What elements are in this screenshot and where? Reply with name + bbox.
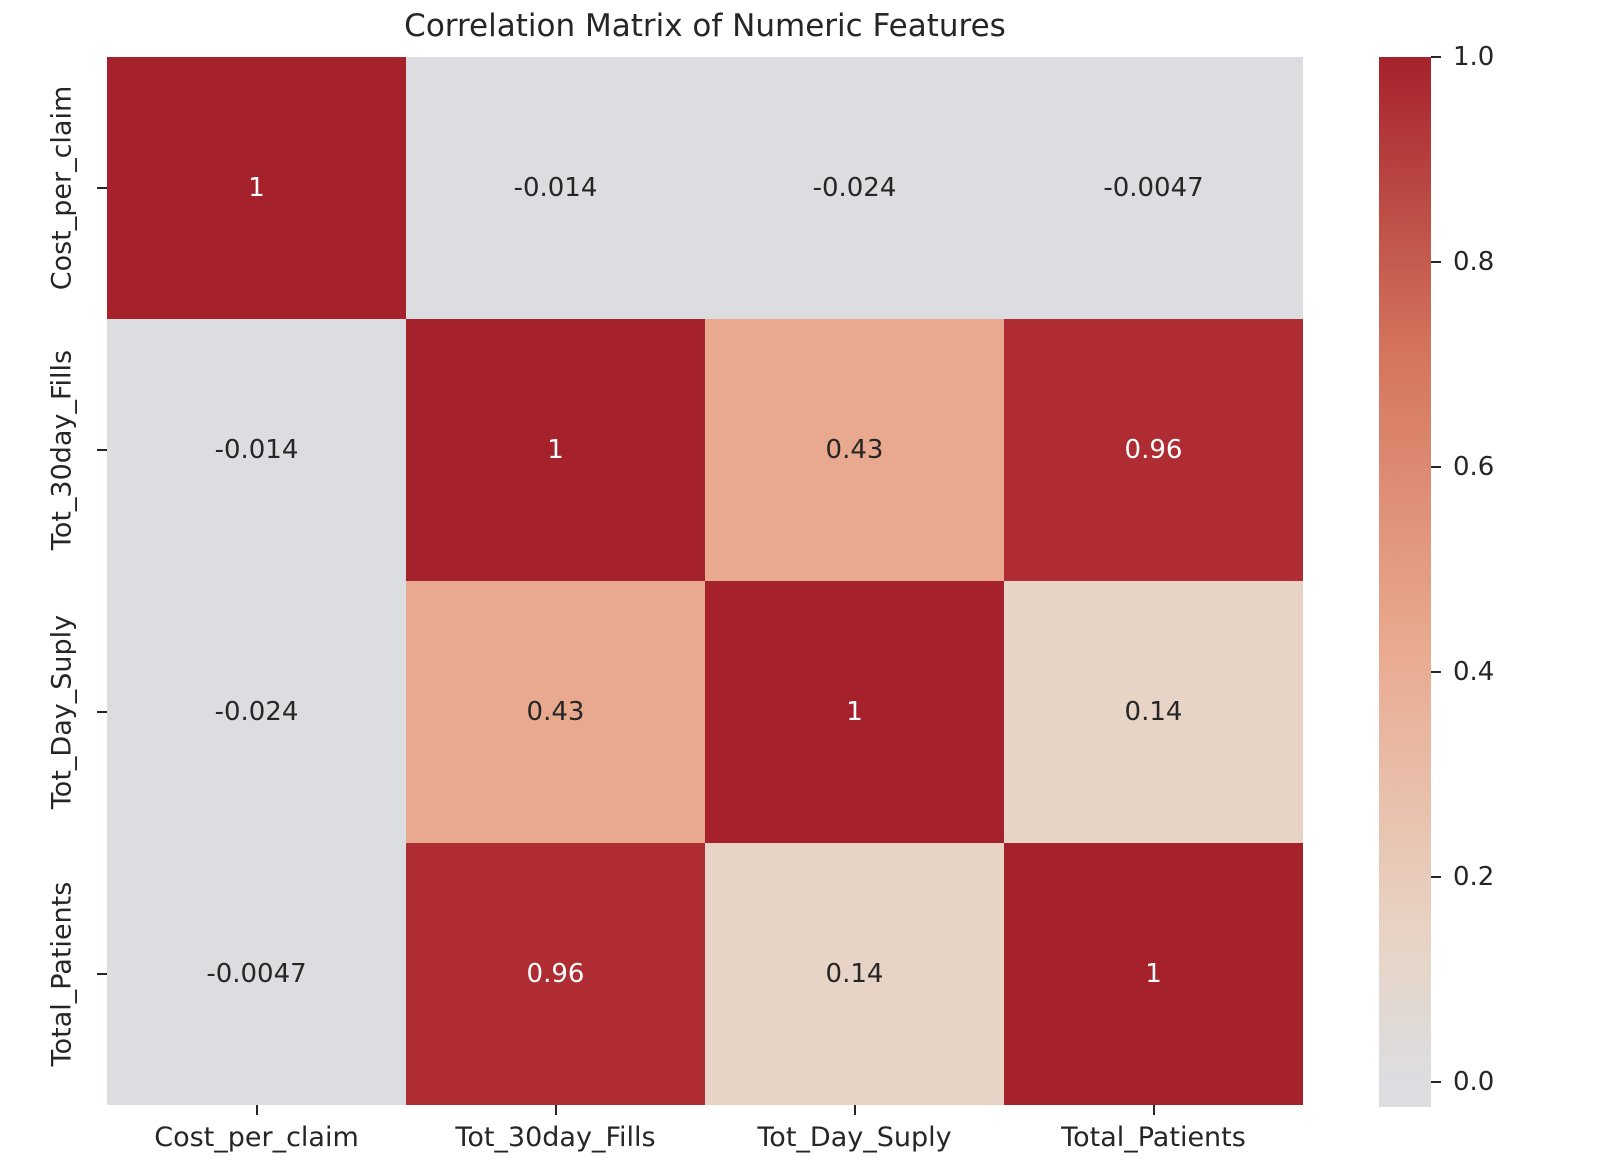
heatmap-cell-Cost_per_claim-Tot_30day_Fills: -0.014 (406, 57, 705, 319)
heatmap-cell-Cost_per_claim-Cost_per_claim: 1 (107, 57, 406, 319)
x-axis-tick (1152, 1105, 1155, 1115)
heatmap-grid: 1 -0.014 -0.024 -0.0047 -0.014 1 0.43 0.96 -0.02… (107, 57, 1303, 1105)
colorbar-tick-label-0.0: 0.0 (1453, 1067, 1495, 1098)
x-axis-tick (554, 1105, 557, 1115)
colorbar-tick (1431, 1081, 1441, 1084)
colorbar-tick (1431, 876, 1441, 879)
colorbar-tick (1431, 261, 1441, 264)
y-axis-tick (97, 449, 107, 451)
y-axis-label-Tot_30day_Fills: Tot_30day_Fills (46, 349, 78, 551)
heatmap-cell-Total_Patients-Tot_Day_Suply: 0.14 (705, 843, 1004, 1105)
heatmap-cell-Tot_30day_Fills-Total_Patients: 0.96 (1004, 319, 1303, 581)
y-axis-tick (97, 187, 107, 189)
y-axis-label-Tot_Day_Suply: Tot_Day_Suply (46, 614, 78, 810)
y-axis-tick (97, 711, 107, 713)
x-axis-tick (255, 1105, 258, 1115)
colorbar-tick-label-1.0: 1.0 (1453, 42, 1495, 72)
heatmap-cell-Cost_per_claim-Tot_Day_Suply: -0.024 (705, 57, 1004, 319)
x-axis-label-Tot_Day_Suply: Tot_Day_Suply (757, 1122, 952, 1153)
colorbar-tick (1431, 56, 1441, 58)
heatmap-cell-Total_Patients-Cost_per_claim: -0.0047 (107, 843, 406, 1105)
colorbar-tick (1431, 671, 1441, 674)
heatmap-cell-Tot_Day_Suply-Total_Patients: 0.14 (1004, 581, 1303, 843)
chart-title: Correlation Matrix of Numeric Features (404, 8, 1006, 44)
heatmap-cell-Tot_30day_Fills-Cost_per_claim: -0.014 (107, 319, 406, 581)
x-axis-tick (853, 1105, 856, 1115)
colorbar-tick-label-0.2: 0.2 (1453, 862, 1495, 893)
x-axis-label-Cost_per_claim: Cost_per_claim (154, 1122, 359, 1153)
heatmap-cell-Tot_Day_Suply-Cost_per_claim: -0.024 (107, 581, 406, 843)
heatmap-cell-Tot_Day_Suply-Tot_30day_Fills: 0.43 (406, 581, 705, 843)
colorbar-tick-label-0.4: 0.4 (1453, 657, 1495, 688)
heatmap-cell-Tot_30day_Fills-Tot_Day_Suply: 0.43 (705, 319, 1004, 581)
heatmap-cell-Tot_Day_Suply-Tot_Day_Suply: 1 (705, 581, 1004, 843)
colorbar-tick-label-0.6: 0.6 (1453, 452, 1495, 483)
x-axis-label-Tot_30day_Fills: Tot_30day_Fills (455, 1122, 656, 1153)
colorbar (1379, 57, 1431, 1107)
heatmap-cell-Tot_30day_Fills-Tot_30day_Fills: 1 (406, 319, 705, 581)
heatmap-cell-Cost_per_claim-Total_Patients: -0.0047 (1004, 57, 1303, 319)
y-axis-label-Cost_per_claim: Cost_per_claim (46, 85, 78, 291)
x-axis-label-Total_Patients: Total_Patients (1061, 1122, 1246, 1153)
colorbar-tick-label-0.8: 0.8 (1453, 247, 1495, 278)
heatmap-cell-Total_Patients-Tot_30day_Fills: 0.96 (406, 843, 705, 1105)
y-axis-label-Total_Patients: Total_Patients (46, 881, 78, 1067)
y-axis-tick (97, 973, 107, 975)
heatmap-cell-Total_Patients-Total_Patients: 1 (1004, 843, 1303, 1105)
colorbar-tick (1431, 466, 1441, 469)
